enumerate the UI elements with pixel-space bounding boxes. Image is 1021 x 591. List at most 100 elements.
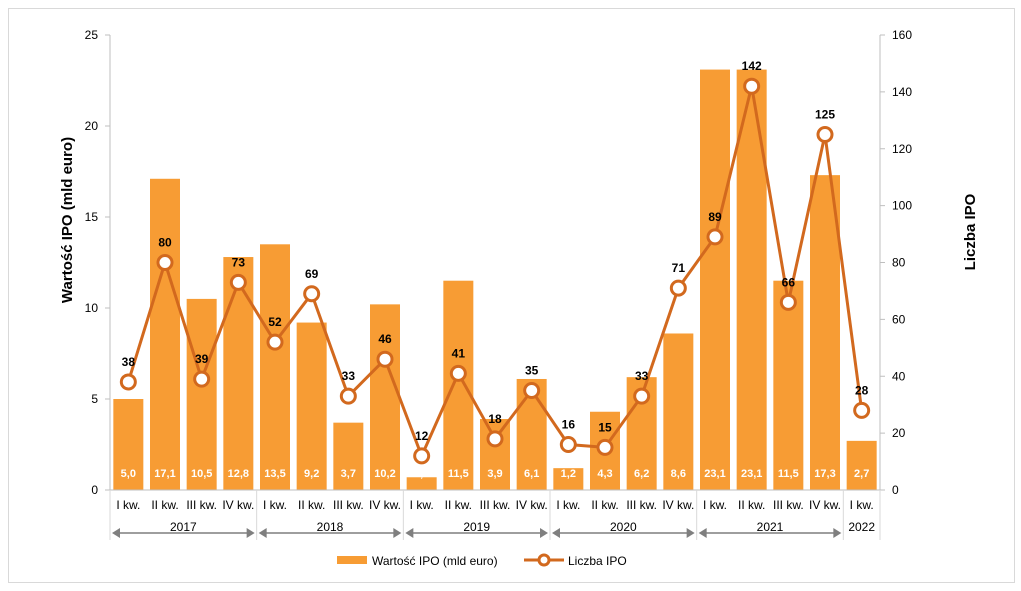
line-point bbox=[706, 228, 724, 246]
group-label: 2019 bbox=[463, 520, 490, 534]
x-category-label: II kw. bbox=[591, 498, 618, 512]
bar bbox=[406, 477, 437, 490]
x-category-label: IV kw. bbox=[369, 498, 401, 512]
line-point bbox=[229, 273, 247, 291]
arrow-left-icon bbox=[698, 528, 707, 538]
bar bbox=[370, 304, 400, 490]
legend-bar-label: Wartość IPO (mld euro) bbox=[372, 554, 498, 568]
y2-tick-label: 140 bbox=[892, 85, 912, 99]
bar-data-label: 17,3 bbox=[814, 468, 835, 480]
line-point bbox=[156, 254, 174, 271]
arrow-left-icon bbox=[405, 528, 414, 538]
legend-line-label: Liczba IPO bbox=[568, 554, 627, 568]
y-axis-title: Wartość IPO (mld euro) bbox=[59, 137, 76, 303]
line-point bbox=[119, 373, 137, 391]
chart-frame bbox=[8, 8, 1015, 583]
y-tick-label: 0 bbox=[91, 483, 98, 497]
x-category-label: IV kw. bbox=[809, 498, 841, 512]
bar-data-label: 13,5 bbox=[264, 468, 285, 480]
line-point bbox=[816, 126, 834, 144]
line-data-label: 28 bbox=[855, 383, 869, 397]
x-category-label: III kw. bbox=[333, 498, 364, 512]
bar-data-label: 4,3 bbox=[597, 468, 612, 480]
line-data-label: 66 bbox=[782, 275, 796, 289]
y2-tick-label: 60 bbox=[892, 312, 906, 326]
line-data-label: 142 bbox=[742, 59, 762, 73]
x-category-label: II kw. bbox=[445, 498, 472, 512]
bar-data-label: 5,0 bbox=[121, 468, 136, 480]
bar-data-label: 11,5 bbox=[778, 468, 799, 480]
line-point bbox=[559, 436, 577, 453]
legend-bar-swatch bbox=[337, 556, 367, 564]
line-point bbox=[743, 77, 761, 95]
line-data-label: 46 bbox=[378, 332, 392, 346]
line-data-label: 33 bbox=[635, 369, 649, 383]
line-data-label: 52 bbox=[268, 315, 282, 329]
y-tick-label: 25 bbox=[85, 28, 99, 42]
y2-tick-label: 160 bbox=[892, 28, 912, 42]
y2-tick-label: 80 bbox=[892, 256, 906, 270]
y2-tick-label: 20 bbox=[892, 426, 906, 440]
line-data-label: 18 bbox=[488, 412, 502, 426]
bar-data-label: 2,7 bbox=[854, 468, 869, 480]
line-point bbox=[633, 387, 651, 405]
x-category-label: III kw. bbox=[773, 498, 804, 512]
bar-data-label: 3,9 bbox=[487, 468, 502, 480]
bar-data-label: 3,7 bbox=[341, 468, 356, 480]
line-point bbox=[193, 370, 211, 388]
y2-tick-label: 40 bbox=[892, 369, 906, 383]
bar bbox=[260, 244, 290, 490]
line-point bbox=[779, 293, 797, 311]
bar bbox=[223, 257, 254, 490]
bar-data-label: 1,2 bbox=[561, 468, 576, 480]
line-point bbox=[266, 333, 284, 351]
arrow-left-icon bbox=[112, 528, 120, 538]
x-category-label: IV kw. bbox=[662, 498, 694, 512]
line-data-label: 15 bbox=[598, 420, 612, 434]
y2-tick-label: 0 bbox=[892, 483, 899, 497]
line-data-label: 41 bbox=[452, 346, 466, 360]
bar-data-label: 0,7 bbox=[414, 468, 429, 480]
line-data-label: 35 bbox=[525, 363, 539, 377]
arrow-right-icon bbox=[393, 528, 402, 538]
line-data-label: 69 bbox=[305, 267, 319, 281]
line-point bbox=[596, 438, 614, 456]
arrow-right-icon bbox=[686, 528, 695, 538]
bar-data-label: 10,5 bbox=[191, 468, 212, 480]
arrow-right-icon bbox=[246, 528, 255, 538]
line-data-label: 71 bbox=[672, 261, 686, 275]
line-point bbox=[339, 387, 357, 405]
bar-data-label: 12,8 bbox=[228, 468, 249, 480]
line-point bbox=[853, 401, 871, 419]
group-label: 2018 bbox=[317, 520, 344, 534]
x-category-label: IV kw. bbox=[516, 498, 548, 512]
bar-data-label: 6,2 bbox=[634, 468, 649, 480]
line-data-label: 33 bbox=[342, 369, 356, 383]
y2-tick-label: 120 bbox=[892, 142, 912, 156]
group-label: 2022 bbox=[848, 520, 875, 534]
legend: Wartość IPO (mld euro) Liczba IPO bbox=[337, 553, 627, 568]
x-category-label: III kw. bbox=[626, 498, 657, 512]
bar bbox=[553, 468, 584, 490]
y2-tick-label: 100 bbox=[892, 199, 912, 213]
y-tick-label: 20 bbox=[85, 119, 99, 133]
y-tick-label: 15 bbox=[85, 210, 99, 224]
line-point bbox=[486, 430, 504, 448]
bar-data-label: 9,2 bbox=[304, 468, 319, 480]
line-data-label: 16 bbox=[562, 418, 576, 432]
x-category-label: I kw. bbox=[116, 498, 140, 512]
y-tick-label: 10 bbox=[85, 301, 99, 315]
line-point bbox=[413, 447, 431, 465]
bar-data-label: 23,1 bbox=[741, 468, 762, 480]
x-category-label: I kw. bbox=[263, 498, 287, 512]
arrow-right-icon bbox=[833, 528, 842, 538]
y2-axis-title: Liczba IPO bbox=[962, 193, 979, 270]
x-category-label: I kw. bbox=[850, 498, 874, 512]
line-data-label: 125 bbox=[815, 108, 835, 122]
bar bbox=[186, 298, 217, 490]
line-point bbox=[669, 279, 687, 297]
arrow-left-icon bbox=[552, 528, 560, 538]
legend-line-marker bbox=[537, 553, 551, 567]
bar-data-label: 11,5 bbox=[448, 468, 469, 480]
